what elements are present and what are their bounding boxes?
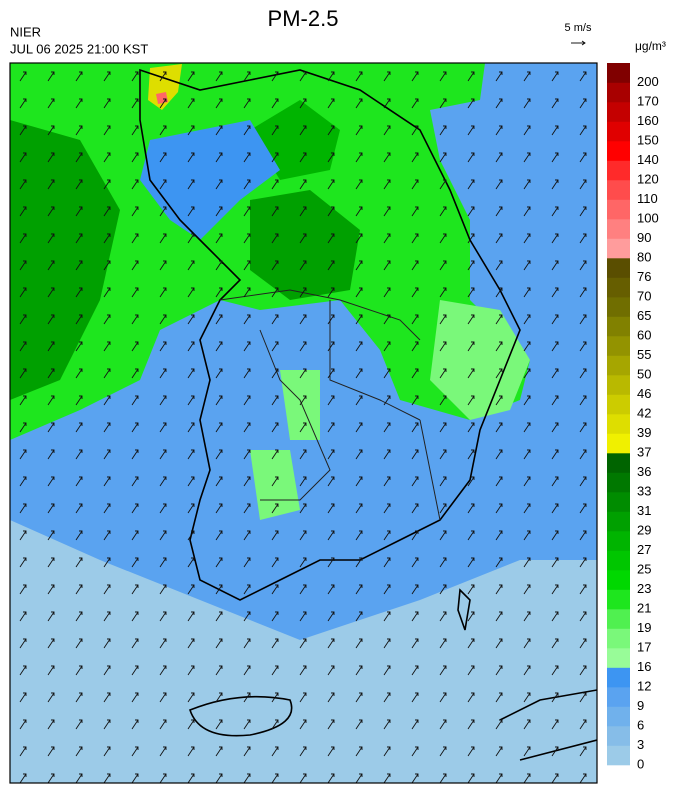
wind-reference-label: 5 m/s <box>565 22 592 34</box>
colorbar-segment <box>607 141 630 161</box>
org: NIER <box>10 24 41 39</box>
colorbar-label: 100 <box>637 210 659 225</box>
colorbar-segment <box>607 628 630 649</box>
colorbar-label: 27 <box>637 542 651 557</box>
colorbar-label: 17 <box>637 639 651 654</box>
colorbar-segment <box>607 82 630 103</box>
colorbar-segment <box>607 706 630 727</box>
colorbar-segment <box>607 180 630 200</box>
colorbar-label: 36 <box>637 464 651 479</box>
colorbar-segment <box>607 570 630 590</box>
colorbar-segment <box>607 297 630 317</box>
colorbar-label: 110 <box>637 191 658 206</box>
colorbar-segment <box>607 550 630 571</box>
colorbar-label: 25 <box>637 561 651 576</box>
colorbar-label: 80 <box>637 249 651 264</box>
colorbar-label: 3 <box>637 737 644 752</box>
colorbar-segment <box>607 219 630 239</box>
colorbar-label: 33 <box>637 483 651 498</box>
colorbar-segment <box>607 316 630 337</box>
unit: μg/m³ <box>635 39 666 53</box>
colorbar-label: 29 <box>637 522 651 537</box>
colorbar-label: 42 <box>637 405 651 420</box>
colorbar-label: 160 <box>637 113 659 128</box>
colorbar-label: 12 <box>637 678 651 693</box>
colorbar-segment <box>607 745 630 766</box>
wind-vectors <box>10 63 597 783</box>
colorbar-label: 23 <box>637 581 651 596</box>
colorbar-segment <box>607 414 630 434</box>
colorbar-segment <box>607 453 630 473</box>
colorbar-label: 60 <box>637 327 651 342</box>
colorbar-label: 140 <box>637 152 659 167</box>
colorbar-segment <box>607 492 630 512</box>
colorbar-label: 21 <box>637 600 651 615</box>
colorbar-label: 0 <box>637 756 644 771</box>
wind-reference-arrow <box>571 40 586 46</box>
colorbar-segment <box>607 102 630 122</box>
colorbar-segment <box>607 238 630 259</box>
colorbar-label: 37 <box>637 444 651 459</box>
colorbar-segment <box>607 511 630 532</box>
colorbar-label: 6 <box>637 717 644 732</box>
colorbar-segment <box>607 63 630 83</box>
colorbar-label: 76 <box>637 269 651 284</box>
colorbar-label: 31 <box>637 503 651 518</box>
timestamp: JUL 06 2025 21:00 KST <box>10 41 148 56</box>
colorbar-label: 90 <box>637 230 651 245</box>
colorbar-label: 9 <box>637 698 644 713</box>
colorbar-segment <box>607 433 630 454</box>
colorbar-label: 50 <box>637 366 651 381</box>
colorbar-segment <box>607 726 630 746</box>
colorbar-segment <box>607 199 630 220</box>
map-frame <box>9 62 598 784</box>
colorbar-label: 150 <box>637 132 659 147</box>
colorbar-label: 65 <box>637 308 651 323</box>
colorbar-segment <box>607 609 630 629</box>
colorbar-segment <box>607 355 630 376</box>
colorbar-segment <box>607 258 630 278</box>
colorbar-segment <box>607 394 630 415</box>
colorbar-label: 120 <box>637 171 659 186</box>
colorbar-label: 70 <box>637 288 651 303</box>
colorbar-label: 39 <box>637 425 651 440</box>
map <box>10 63 597 783</box>
colorbar-label: 200 <box>637 74 659 89</box>
colorbar-segment <box>607 589 630 610</box>
colorbar-label: 16 <box>637 659 651 674</box>
title: PM-2.5 <box>268 6 339 31</box>
colorbar-label: 170 <box>637 93 659 108</box>
colorbar-segment <box>607 531 630 551</box>
colorbar-segment <box>607 375 630 395</box>
colorbar-label: 19 <box>637 620 651 635</box>
colorbar-segment <box>607 472 630 493</box>
colorbar-segment <box>607 667 630 688</box>
colorbar-label: 46 <box>637 386 651 401</box>
colorbar-segment <box>607 687 630 707</box>
colorbar-segment <box>607 648 630 668</box>
colorbar: 0369121617192123252729313336373942465055… <box>607 63 659 771</box>
colorbar-label: 55 <box>637 347 651 362</box>
colorbar-segment <box>607 121 630 142</box>
colorbar-segment <box>607 336 630 356</box>
colorbar-segment <box>607 277 630 298</box>
colorbar-segment <box>607 160 630 181</box>
